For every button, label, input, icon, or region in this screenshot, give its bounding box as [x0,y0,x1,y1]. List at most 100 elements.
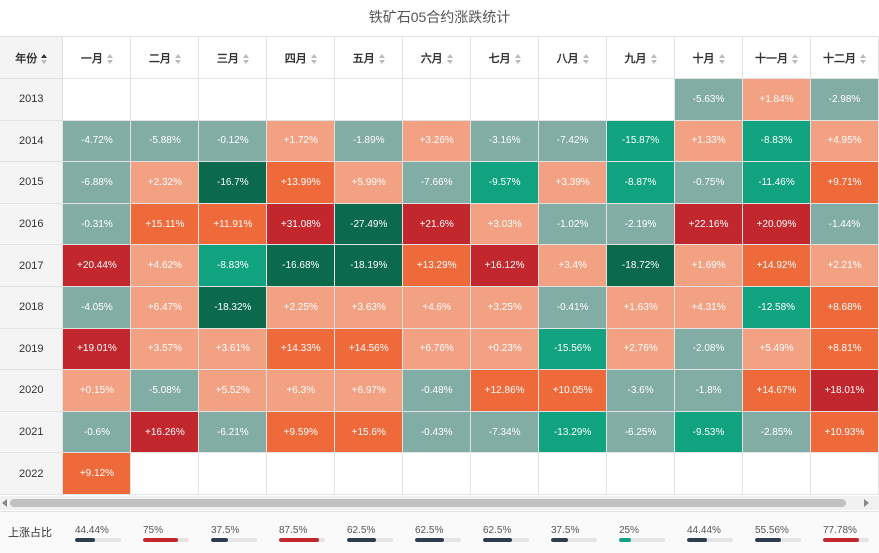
sort-icon[interactable] [446,53,453,64]
change-cell: -16.68% [266,244,336,287]
rise-ratio-bar-fill [75,538,96,542]
sort-icon[interactable] [859,53,866,64]
rise-ratio-value: 62.5% [415,525,444,536]
rise-ratio-bar-fill [823,538,859,542]
change-cell: +5.52% [198,369,268,412]
rise-ratio-cell: 87.5% [267,512,335,553]
column-header-label: 二月 [148,52,171,65]
rise-ratio-bar-fill [143,538,178,542]
change-cell: -9.53% [674,411,743,454]
column-header-month[interactable]: 二月 [130,36,200,79]
change-cell: +0.23% [470,328,540,371]
scrollbar-thumb[interactable] [10,499,846,507]
change-cell: -0.48% [402,369,472,412]
sort-icon[interactable] [582,53,589,64]
column-header-month[interactable]: 九月 [606,36,676,79]
change-cell [402,78,472,121]
sort-icon[interactable] [106,53,113,64]
sort-icon[interactable] [650,53,657,64]
sort-icon[interactable] [514,53,521,64]
change-cell: +20.09% [742,203,811,246]
change-cell [742,452,811,495]
change-cell [62,78,132,121]
rise-ratio-bar [755,538,801,542]
horizontal-scrollbar[interactable] [0,496,879,510]
change-cell [198,452,268,495]
change-cell: -3.6% [606,369,676,412]
change-cell: -16.7% [198,161,268,204]
stats-table: 年份 一月 二月 三月 四月 五月 六月 七月 八月 九月 十月 十一月 十二月 2013 -5.63%… [0,36,879,495]
sort-icon[interactable] [174,53,181,64]
change-cell: -8.83% [198,244,268,287]
change-cell: -3.16% [470,120,540,163]
table-row: 2019 +19.01% +3.57% +3.61% +14.33% +14.56% +6.… [0,328,879,371]
rise-ratio-footer: 上涨占比 44.44% 75% 37.5% 87.5% 62.5% 62.5% 62.5% 3… [0,511,879,553]
column-header-month[interactable]: 十一月 [742,36,811,79]
change-cell [538,452,608,495]
sort-icon[interactable] [791,53,798,64]
change-cell: -8.87% [606,161,676,204]
change-cell [606,78,676,121]
change-cell: +31.08% [266,203,336,246]
column-header-month[interactable]: 八月 [538,36,608,79]
change-cell: -18.32% [198,286,268,329]
column-header-month[interactable]: 一月 [62,36,132,79]
column-header-month[interactable]: 五月 [334,36,404,79]
change-cell: -0.75% [674,161,743,204]
sort-icon[interactable] [242,53,249,64]
change-cell: +2.76% [606,328,676,371]
change-cell [606,452,676,495]
change-cell [130,78,200,121]
table-row: 2013 -5.63% +1.84% -2.98% [0,78,879,121]
sort-icon[interactable] [378,53,385,64]
change-cell: -18.19% [334,244,404,287]
rise-ratio-cell: 62.5% [335,512,403,553]
sort-icon[interactable] [41,53,48,64]
change-cell: +1.69% [674,244,743,287]
column-header-month[interactable]: 三月 [198,36,268,79]
change-cell: +12.86% [470,369,540,412]
change-cell: +4.95% [810,120,879,163]
rise-ratio-cell: 25% [607,512,675,553]
rise-ratio-bar [143,538,189,542]
change-cell: +2.32% [130,161,200,204]
change-cell [538,78,608,121]
footer-label-cell: 上涨占比 [0,512,63,553]
scroll-right-arrow-icon[interactable] [864,499,869,507]
rise-ratio-bar [551,538,597,542]
column-header-month[interactable]: 六月 [402,36,472,79]
column-header-month[interactable]: 七月 [470,36,540,79]
column-header-month[interactable]: 十二月 [810,36,879,79]
change-cell: +22.16% [674,203,743,246]
change-cell: +16.12% [470,244,540,287]
change-cell: +6.47% [130,286,200,329]
change-cell: -7.34% [470,411,540,454]
change-cell [470,452,540,495]
column-header-month[interactable]: 十月 [674,36,743,79]
sort-icon[interactable] [310,53,317,64]
scroll-left-arrow-icon[interactable] [2,499,7,507]
change-cell: -13.29% [538,411,608,454]
change-cell: -18.72% [606,244,676,287]
rise-ratio-bar [687,538,733,542]
rise-ratio-cell: 55.56% [743,512,811,553]
rise-ratio-value: 55.56% [755,525,789,536]
change-cell: -9.57% [470,161,540,204]
stats-table-container: 年份 一月 二月 三月 四月 五月 六月 七月 八月 九月 十月 十一月 十二月 2013 -5.63%… [0,36,879,495]
change-cell: -0.6% [62,411,132,454]
rise-ratio-bar [211,538,257,542]
change-cell: -1.8% [674,369,743,412]
rise-ratio-cell: 44.44% [63,512,131,553]
column-header-month[interactable]: 四月 [266,36,336,79]
column-header-label: 八月 [556,52,579,65]
change-cell: +3.4% [538,244,608,287]
change-cell: -6.21% [198,411,268,454]
column-header-year[interactable]: 年份 [0,36,64,79]
change-cell: +2.25% [266,286,336,329]
change-cell: -2.08% [674,328,743,371]
rise-ratio-bar [619,538,665,542]
change-cell: -0.43% [402,411,472,454]
sort-icon[interactable] [718,53,725,64]
change-cell [266,78,336,121]
rise-ratio-bar [75,538,121,542]
